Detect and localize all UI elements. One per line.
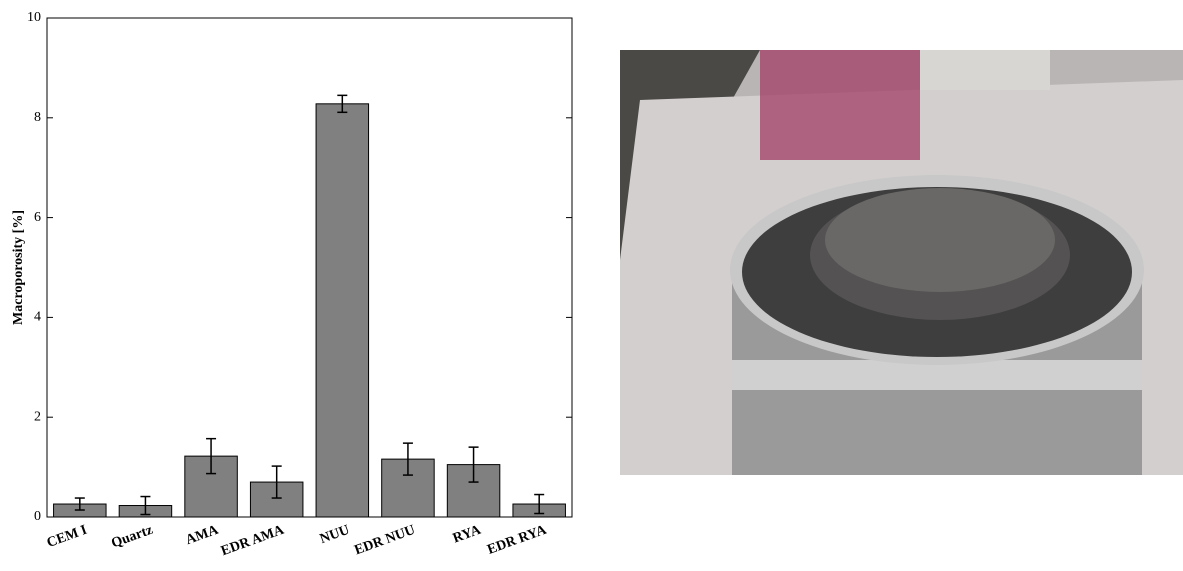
x-tick-label: RYA	[451, 522, 484, 546]
photo-jack	[760, 50, 920, 160]
photo-sample-top	[825, 188, 1055, 292]
photo	[620, 50, 1183, 475]
y-tick-label: 8	[34, 110, 41, 125]
x-tick-label: EDR NUU	[353, 523, 418, 559]
plot-frame	[47, 18, 572, 517]
figure: 0246810Macroporosity [%]CEM IQuartzAMAED…	[0, 0, 1183, 566]
y-tick-label: 10	[27, 10, 41, 25]
y-tick-label: 6	[34, 210, 41, 225]
x-tick-label: AMA	[184, 522, 221, 548]
photo-device	[920, 50, 1050, 90]
x-tick-label: NUU	[318, 523, 352, 547]
x-tick-label: EDR AMA	[219, 522, 287, 559]
y-tick-label: 2	[34, 409, 41, 424]
y-tick-label: 0	[34, 509, 41, 524]
x-tick-label: CEM I	[45, 523, 89, 551]
bar	[316, 104, 369, 517]
y-tick-label: 4	[34, 310, 41, 325]
page: {"chart_data": {"type": "bar", "y_label"…	[0, 0, 1183, 566]
x-tick-label: Quartz	[109, 523, 154, 552]
y-axis-label: Macroporosity [%]	[11, 210, 26, 325]
x-tick-label: EDR RYA	[486, 522, 550, 557]
